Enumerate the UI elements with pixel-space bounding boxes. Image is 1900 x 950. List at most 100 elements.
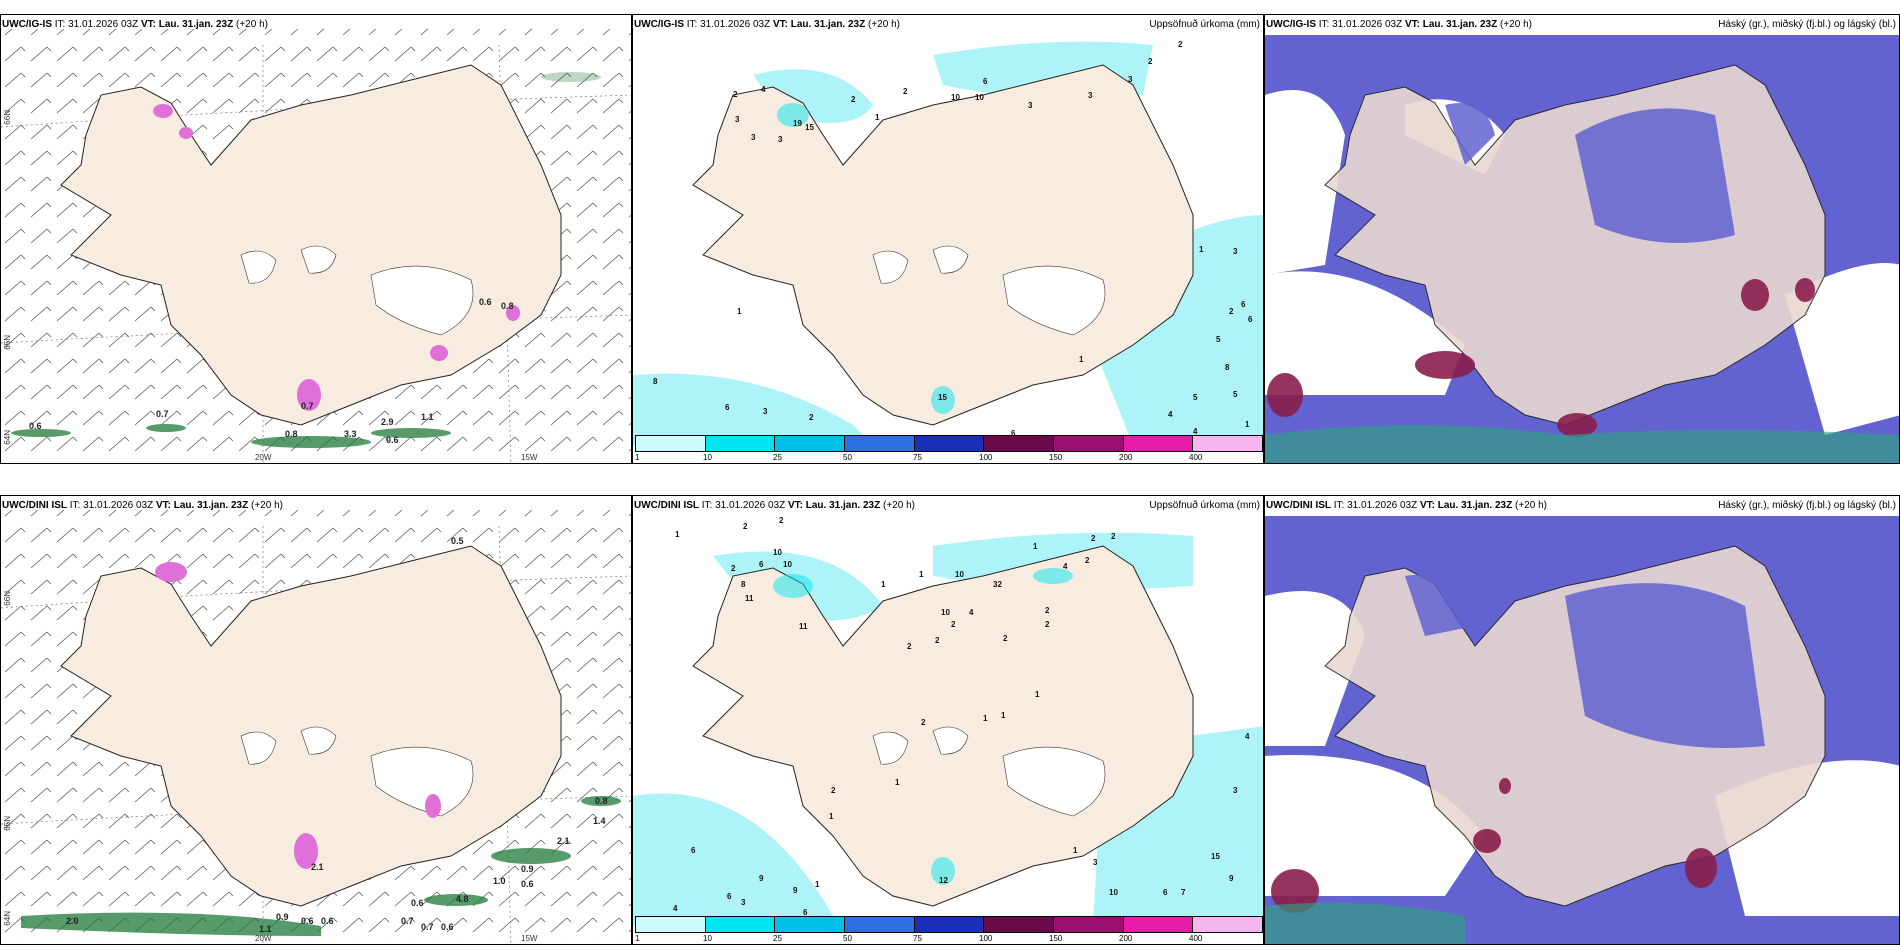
precip-value: 3 (735, 115, 740, 124)
cloud-high-areas (1267, 278, 1815, 437)
colorbar-label: 75 (913, 453, 922, 462)
cloud-panel-1: UWC/IG-IS IT: 31.01.2026 03Z VT: Lau. 31… (1264, 14, 1900, 464)
precip-value: 6 (803, 908, 808, 917)
precip-heavy-areas (773, 568, 1073, 885)
precip-value: 10 (951, 93, 960, 102)
precip-value: 1 (1001, 711, 1006, 720)
precip-value: 3 (778, 135, 783, 144)
precip-value: 1 (829, 812, 834, 821)
precip-value: 1 (675, 530, 680, 539)
precip-value: 2 (731, 564, 736, 573)
precip-value: 2 (743, 522, 748, 531)
wind-value: 0.9 (276, 912, 289, 922)
panel-title: UWC/DINI ISL IT: 31.01.2026 03Z VT: Lau.… (2, 500, 283, 511)
precip-value: 1 (919, 570, 924, 579)
wind-value: 0.6 (411, 898, 424, 908)
precip-value: 2 (831, 786, 836, 795)
precip-value: 6 (691, 846, 696, 855)
cloud-map (1265, 516, 1899, 944)
snow-patches (155, 562, 441, 869)
lon-label: 15W (521, 934, 538, 943)
precip-value: 19 (793, 119, 802, 128)
precip-value: 3 (763, 407, 768, 416)
wind-value: 1.4 (593, 816, 606, 826)
lat-label: 64N (3, 911, 12, 926)
precip-value: 15 (805, 123, 814, 132)
precip-value: 1 (1199, 245, 1204, 254)
precip-value: 1 (1079, 355, 1084, 364)
precip-value: 3 (751, 133, 756, 142)
wind-value: 0.6 (521, 879, 534, 889)
colorbar-swatch (984, 436, 1055, 451)
precip-value: 10 (1109, 888, 1118, 897)
precip-value: 3 (1088, 91, 1093, 100)
colorbar-label: 1 (635, 453, 640, 462)
precip-value: 2 (733, 90, 738, 99)
wind-panel-1: UWC/IG-IS IT: 31.01.2026 03Z VT: Lau. 31… (0, 14, 632, 464)
precip-value: 6 (725, 403, 730, 412)
wind-value: 2.9 (381, 417, 394, 427)
panel-title: UWC/IG-IS IT: 31.01.2026 03Z VT: Lau. 31… (2, 19, 268, 30)
precip-value: 2 (1045, 620, 1050, 629)
cloud-mid-over-land (1445, 103, 1735, 243)
precip-value: 3 (1233, 786, 1238, 795)
precip-value: 1 (875, 113, 880, 122)
precip-value: 4 (969, 608, 974, 617)
glaciers (240, 726, 474, 817)
lat-label: 66N (3, 591, 12, 606)
precip-value: 6 (983, 77, 988, 86)
precip-value: 10 (941, 608, 950, 617)
lat-label: 66N (3, 110, 12, 125)
colorbar-swatch (1193, 917, 1263, 932)
precip-value: 8 (741, 580, 746, 589)
cloud-low-areas (1265, 425, 1899, 463)
wind-value: 2.1 (311, 862, 324, 872)
panel-title: UWC/IG-IS IT: 31.01.2026 03Z VT: Lau. 31… (1266, 19, 1532, 30)
precip-value: 15 (938, 393, 947, 402)
precip-value: 3 (1233, 247, 1238, 256)
precip-value: 2 (1229, 307, 1234, 316)
lon-label: 20W (255, 453, 272, 462)
wind-value: 0.6 (29, 421, 42, 431)
snow-patches (153, 104, 520, 411)
precip-value: 7 (1181, 888, 1186, 897)
precip-value: 6 (1163, 888, 1168, 897)
wind-value: 0.6 (301, 916, 314, 926)
precip-panel-2: UWC/DINI ISL IT: 31.01.2026 03Z VT: Lau.… (632, 495, 1264, 945)
precip-value: 11 (799, 622, 808, 631)
precip-map (633, 532, 1263, 926)
precip-colorbar (635, 435, 1263, 452)
colorbar-swatch (705, 436, 776, 451)
panel-title: UWC/DINI ISL IT: 31.01.2026 03Z VT: Lau.… (634, 500, 915, 511)
colorbar-label: 400 (1189, 453, 1203, 462)
precip-value: 1 (895, 778, 900, 787)
precip-value: 2 (935, 636, 940, 645)
colorbar-swatch (845, 436, 915, 451)
wind-value: 0.6 (321, 916, 334, 926)
wind-value: 0.8 (285, 429, 298, 439)
panel-title: UWC/DINI ISL IT: 31.01.2026 03Z VT: Lau.… (1266, 500, 1547, 511)
precip-value: 6 (727, 892, 732, 901)
wind-value: 4.8 (456, 894, 469, 904)
precip-value: 2 (1091, 534, 1096, 543)
precip-value: 6 (759, 560, 764, 569)
wind-value: 0.5 (451, 536, 464, 546)
cloud-high-areas (1271, 778, 1717, 913)
precip-value: 6 (1241, 300, 1246, 309)
colorbar-label: 10 (703, 934, 712, 943)
colorbar-label: 75 (913, 934, 922, 943)
colorbar-label: 200 (1119, 934, 1133, 943)
cloud-mid-over-land (1405, 574, 1765, 748)
glaciers (872, 245, 1106, 336)
wind-value: 0.7 (156, 409, 169, 419)
precip-value: 2 (1045, 606, 1050, 615)
precip-value: 2 (951, 620, 956, 629)
iceland-landmass (692, 64, 1194, 426)
precip-value: 6 (1248, 315, 1253, 324)
cloud-title: Háský (gr.), miðský (fj.bl.) og lágský (… (1718, 19, 1896, 30)
wind-map (1, 29, 631, 463)
precip-value: 5 (1216, 335, 1221, 344)
colorbar-label: 10 (703, 453, 712, 462)
colorbar-swatch (775, 917, 846, 932)
wind-value: 1.0 (493, 876, 506, 886)
